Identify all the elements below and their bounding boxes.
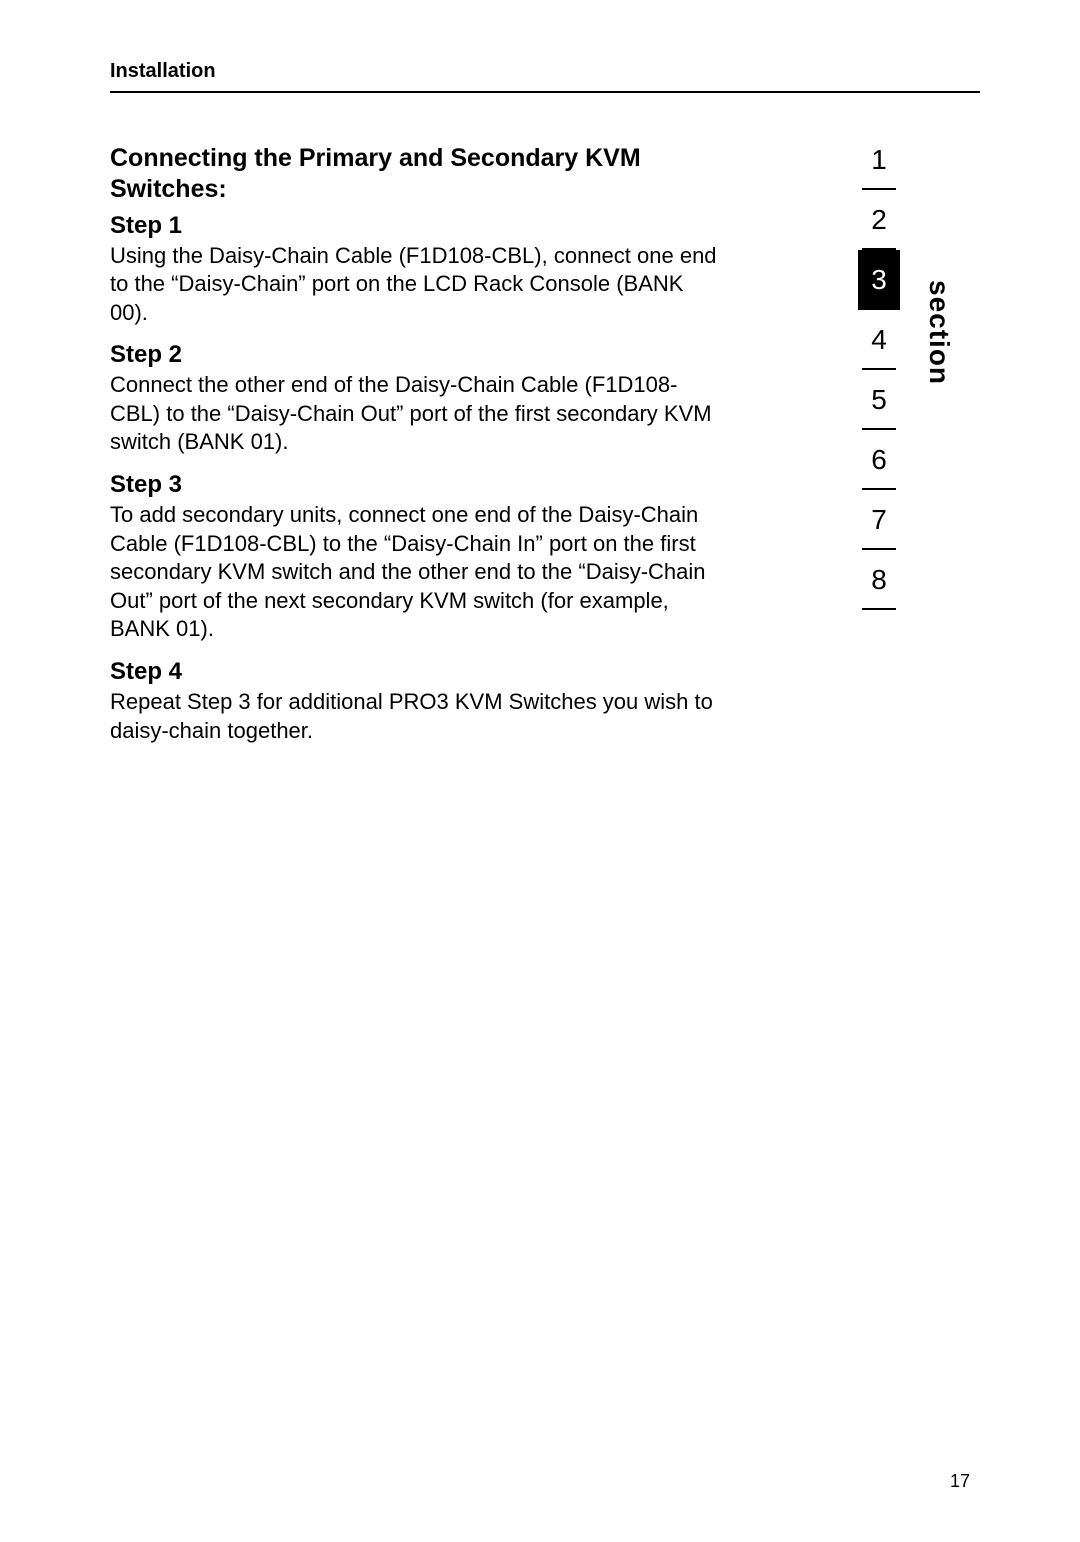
step-body-2: Connect the other end of the Daisy-Chain… xyxy=(110,371,720,457)
section-nav-6[interactable]: 6 xyxy=(858,430,900,490)
section-label: section xyxy=(923,280,955,385)
page-number: 17 xyxy=(950,1471,970,1492)
section-nav-2[interactable]: 2 xyxy=(858,190,900,250)
section-nav-7[interactable]: 7 xyxy=(858,490,900,550)
step-body-4: Repeat Step 3 for additional PRO3 KVM Sw… xyxy=(110,688,720,745)
section-nav-5[interactable]: 5 xyxy=(858,370,900,430)
header-rule xyxy=(110,91,980,93)
section-header: Installation xyxy=(110,60,980,83)
main-heading: Connecting the Primary and Secondary KVM… xyxy=(110,143,720,206)
step-heading-1: Step 1 xyxy=(110,212,720,240)
step-body-1: Using the Daisy-Chain Cable (F1D108-CBL)… xyxy=(110,242,720,328)
section-nav-4[interactable]: 4 xyxy=(858,310,900,370)
content-area: Connecting the Primary and Secondary KVM… xyxy=(110,143,720,745)
step-heading-2: Step 2 xyxy=(110,341,720,369)
section-nav-3[interactable]: 3 xyxy=(858,250,900,310)
step-heading-3: Step 3 xyxy=(110,471,720,499)
step-heading-4: Step 4 xyxy=(110,658,720,686)
document-page: Installation Connecting the Primary and … xyxy=(0,0,1080,1542)
section-nav-1[interactable]: 1 xyxy=(858,130,900,190)
section-nav: 1 2 3 4 5 6 7 8 xyxy=(858,130,900,610)
section-nav-8[interactable]: 8 xyxy=(858,550,900,610)
step-body-3: To add secondary units, connect one end … xyxy=(110,501,720,644)
